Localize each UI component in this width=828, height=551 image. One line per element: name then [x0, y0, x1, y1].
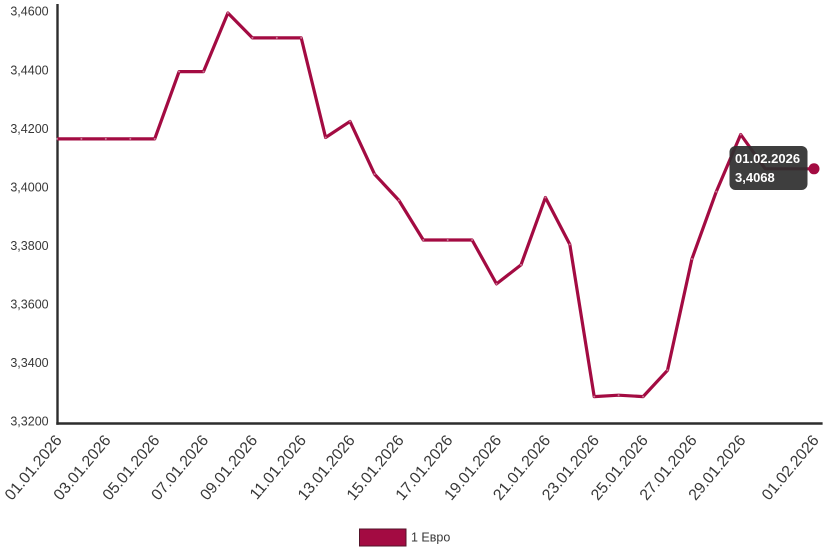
svg-text:01.02.2026: 01.02.2026: [735, 151, 800, 166]
svg-text:3,3400: 3,3400: [10, 356, 48, 370]
svg-text:3,3600: 3,3600: [10, 298, 48, 312]
svg-text:1 Евро: 1 Евро: [411, 531, 450, 545]
svg-text:3,4068: 3,4068: [735, 170, 775, 185]
svg-text:3,4200: 3,4200: [10, 122, 48, 136]
svg-text:3,4400: 3,4400: [10, 63, 48, 77]
svg-text:3,3200: 3,3200: [10, 415, 48, 429]
svg-text:3,4000: 3,4000: [10, 180, 48, 194]
svg-text:3,4600: 3,4600: [10, 5, 48, 19]
svg-text:3,3800: 3,3800: [10, 239, 48, 253]
